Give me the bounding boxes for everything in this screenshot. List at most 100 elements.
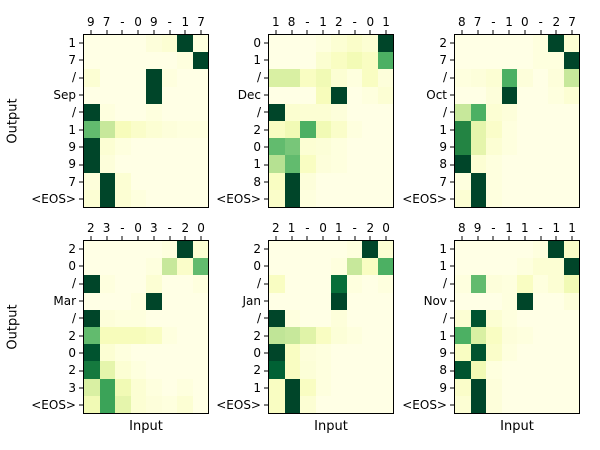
heatmap-cell (315, 361, 331, 379)
heatmap-cell (284, 258, 300, 276)
heatmap-cell (284, 69, 300, 87)
heatmap-cell (362, 103, 378, 121)
heatmap-cell (563, 344, 579, 362)
heatmap-cell (192, 378, 208, 396)
heatmap-cell (362, 69, 378, 87)
heatmap-cell (548, 361, 564, 379)
heatmap-cell (501, 35, 517, 53)
heatmap-cell (99, 189, 115, 207)
heatmap-cell (548, 309, 564, 327)
heatmap-cell (486, 103, 502, 121)
heatmap-cell (99, 275, 115, 293)
heatmap-cell (455, 378, 471, 396)
y-tick-label: 1 (439, 241, 447, 256)
heatmap-cell (84, 155, 100, 173)
heatmap-cell (548, 69, 564, 87)
heatmap-cell (362, 258, 378, 276)
heatmap-cell (346, 395, 362, 413)
y-tick-label: / (71, 276, 76, 291)
heatmap-cell (269, 378, 285, 396)
y-tick-label: 1 (253, 380, 261, 395)
heatmap-cell (284, 35, 300, 53)
heatmap-cell (486, 172, 502, 190)
heatmap-cell (177, 344, 193, 362)
heatmap-cell (486, 361, 502, 379)
heatmap-cell (470, 275, 486, 293)
attention-heatmap (268, 34, 394, 208)
heatmap-cell (115, 52, 131, 70)
x-tick-label: - (491, 15, 496, 29)
heatmap-cell (362, 121, 378, 139)
heatmap-cell (377, 395, 393, 413)
heatmap-cell (470, 292, 486, 310)
heatmap-cell (532, 69, 548, 87)
heatmap-cell (161, 69, 177, 87)
heatmap-cell (362, 241, 378, 259)
heatmap-cell (563, 361, 579, 379)
heatmap-cell (269, 172, 285, 190)
heatmap-cell (161, 258, 177, 276)
heatmap-cell (99, 395, 115, 413)
heatmap-cell (115, 327, 131, 345)
y-tick-labels: 2 7 / Oct / 1 9 8 7 <EOS> (387, 34, 447, 208)
heatmap-cell (177, 35, 193, 53)
heatmap-cell (315, 309, 331, 327)
heatmap-cell (300, 189, 316, 207)
heatmap-cell (548, 327, 564, 345)
heatmap-cell (517, 138, 533, 156)
y-tick-label: <EOS> (402, 398, 447, 413)
heatmap-cell (486, 35, 502, 53)
heatmap-cell (331, 138, 347, 156)
y-tick-label: / (442, 276, 447, 291)
heatmap-cell (146, 292, 162, 310)
heatmap-cell (501, 378, 517, 396)
x-tick-label: 9 (87, 15, 95, 29)
heatmap-cell (517, 378, 533, 396)
heatmap-cell (346, 378, 362, 396)
heatmap-cell (177, 258, 193, 276)
heatmap-cell (146, 395, 162, 413)
heatmap-cell (177, 86, 193, 104)
heatmap-cell (130, 155, 146, 173)
heatmap-cell (161, 155, 177, 173)
heatmap-cell (455, 327, 471, 345)
heatmap-cell (284, 309, 300, 327)
heatmap-cell (130, 138, 146, 156)
heatmap-cell (517, 327, 533, 345)
heatmap-cell (99, 138, 115, 156)
heatmap-cell (548, 395, 564, 413)
heatmap-cell (346, 292, 362, 310)
heatmap-cell (84, 395, 100, 413)
y-tick-label: / (71, 70, 76, 85)
heatmap-cell (315, 172, 331, 190)
heatmap-cell (161, 344, 177, 362)
y-tick-label: / (256, 276, 261, 291)
x-tick-label: 1 (335, 221, 343, 235)
heatmap-cell (377, 121, 393, 139)
heatmap-cell (115, 121, 131, 139)
y-tick-label: 1 (68, 35, 76, 50)
heatmap-cell (177, 172, 193, 190)
x-axis-label-input-left: Input (129, 419, 163, 434)
x-tick-label: 7 (102, 15, 111, 29)
heatmap-cell (377, 103, 393, 121)
heatmap-cell (486, 138, 502, 156)
x-tick-label: - (120, 15, 125, 29)
heatmap-cell (161, 361, 177, 379)
heatmap-cell (300, 292, 316, 310)
heatmap-cell (563, 52, 579, 70)
heatmap-cell (315, 35, 331, 53)
heatmap-cell (470, 309, 486, 327)
heatmap-cell (346, 52, 362, 70)
x-tick-label: - (305, 221, 310, 235)
heatmap-cell (161, 52, 177, 70)
heatmap-cell (455, 258, 471, 276)
heatmap-cell (115, 395, 131, 413)
heatmap-cell (563, 327, 579, 345)
heatmap-cell (192, 275, 208, 293)
attention-heatmap (454, 240, 580, 414)
heatmap-cell (331, 258, 347, 276)
